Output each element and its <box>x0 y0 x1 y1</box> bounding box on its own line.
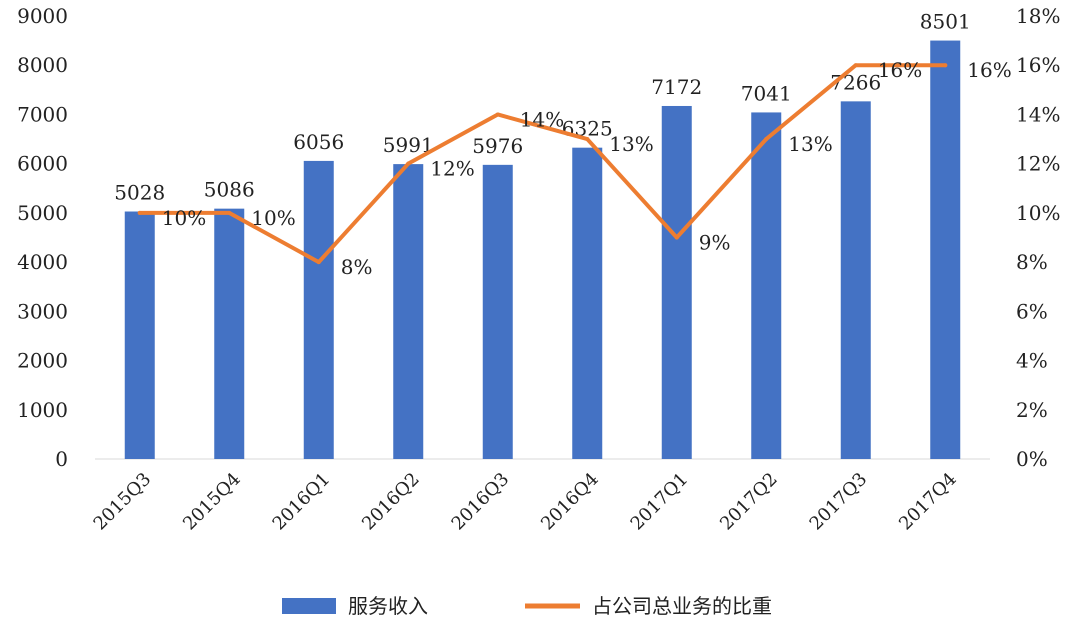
x-category-label: 2016Q2 <box>358 469 424 535</box>
line-point <box>495 112 500 117</box>
line-data-label: 14% <box>520 107 564 131</box>
bar <box>572 147 603 460</box>
line-point <box>585 137 590 142</box>
legend-label-bar: 服务收入 <box>348 594 428 618</box>
bar-data-label: 7041 <box>741 81 792 105</box>
bar-data-label: 5028 <box>114 181 165 205</box>
x-category-label: 2015Q3 <box>90 469 156 535</box>
x-category-label: 2017Q1 <box>627 469 693 535</box>
bar-data-label: 7172 <box>651 75 702 99</box>
x-category-label: 2017Q2 <box>716 469 782 535</box>
y-right-tick-label: 12% <box>1016 152 1060 176</box>
bar <box>124 211 155 459</box>
y-right-tick-label: 4% <box>1016 349 1048 373</box>
line-point <box>674 235 679 240</box>
y-right-tick-label: 0% <box>1016 447 1048 471</box>
bar-data-label: 5976 <box>472 134 523 158</box>
y-left-tick-label: 0 <box>55 447 68 471</box>
y-left-tick-label: 7000 <box>17 102 68 126</box>
y-left-tick-label: 3000 <box>17 299 68 323</box>
line-point <box>227 210 232 215</box>
x-category-label: 2016Q4 <box>537 469 603 535</box>
bar <box>751 112 782 459</box>
y-left-tick-label: 6000 <box>17 152 68 176</box>
y-right-tick-label: 6% <box>1016 299 1048 323</box>
bar-data-label: 6325 <box>562 117 613 141</box>
line-data-label: 8% <box>341 255 373 279</box>
y-axis-right: 0% 2% 4% 6% 8% 10% 12% 14% 16% 18% <box>1016 4 1060 471</box>
y-axis-left: 0 1000 2000 3000 4000 5000 6000 7000 8000 9000 <box>17 4 68 471</box>
line-data-label: 10% <box>162 206 206 230</box>
line-data-label: 9% <box>699 231 731 255</box>
bar <box>303 160 334 459</box>
line-data-labels: 10% 10% 8% 12% 14% 13% 9% 13% 16% 16% <box>162 58 1012 279</box>
bar <box>930 40 961 459</box>
y-left-tick-label: 5000 <box>17 201 68 225</box>
line-path <box>137 63 948 265</box>
bar-series <box>124 40 961 460</box>
x-category-label: 2015Q4 <box>179 469 245 535</box>
line-point <box>316 260 321 265</box>
x-axis-categories: 2015Q3 2015Q4 2016Q1 2016Q2 2016Q3 2016Q4 2017… <box>90 469 961 535</box>
legend-label-line: 占公司总业务的比重 <box>592 594 772 618</box>
line-series <box>137 63 948 265</box>
x-category-label: 2017Q3 <box>806 469 872 535</box>
bar-data-label: 7266 <box>830 70 881 94</box>
bar-data-label: 6056 <box>293 130 344 154</box>
line-data-label: 13% <box>609 132 653 156</box>
bar <box>214 208 245 459</box>
y-left-tick-label: 1000 <box>17 398 68 422</box>
line-point <box>406 161 411 166</box>
y-left-tick-label: 4000 <box>17 250 68 274</box>
bar-data-label: 8501 <box>920 10 971 34</box>
line-point <box>943 63 948 68</box>
x-category-label: 2016Q1 <box>269 469 335 535</box>
legend: 服务收入 占公司总业务的比重 <box>282 594 772 618</box>
line-point <box>853 63 858 68</box>
y-right-tick-label: 18% <box>1016 4 1060 28</box>
x-category-label: 2017Q4 <box>895 469 961 535</box>
y-right-tick-label: 10% <box>1016 201 1060 225</box>
y-left-tick-label: 2000 <box>17 349 68 373</box>
bar <box>482 164 513 459</box>
bar <box>840 101 871 460</box>
y-right-tick-label: 16% <box>1016 53 1060 77</box>
bar-data-label: 5086 <box>204 178 255 202</box>
line-point <box>137 210 142 215</box>
line-data-label: 16% <box>878 58 922 82</box>
y-right-tick-label: 8% <box>1016 250 1048 274</box>
y-right-tick-label: 2% <box>1016 398 1048 422</box>
bar <box>661 105 692 460</box>
line-data-label: 16% <box>967 58 1011 82</box>
line-data-label: 13% <box>788 132 832 156</box>
line-point <box>764 137 769 142</box>
x-category-label: 2016Q3 <box>448 469 514 535</box>
y-right-tick-label: 14% <box>1016 102 1060 126</box>
legend-swatch-bar <box>282 598 336 614</box>
line-data-label: 12% <box>430 157 474 181</box>
y-left-tick-label: 9000 <box>17 4 68 28</box>
bar <box>393 164 424 459</box>
line-data-label: 10% <box>251 206 295 230</box>
y-left-tick-label: 8000 <box>17 53 68 77</box>
